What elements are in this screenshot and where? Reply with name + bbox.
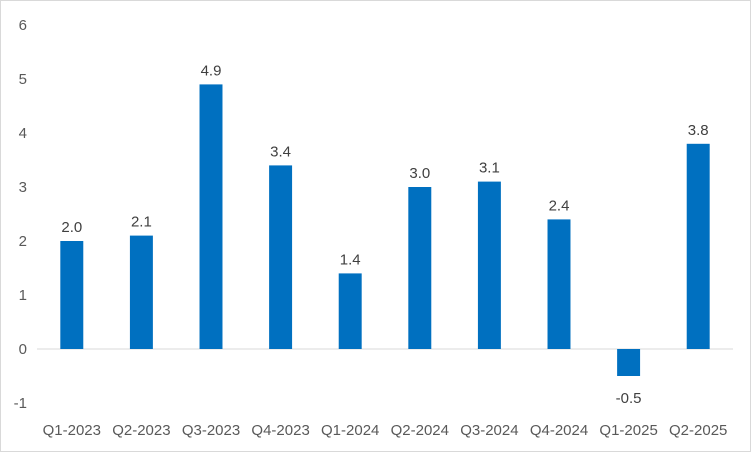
y-tick-label: 1 (19, 287, 27, 304)
bar-q4-2023 (269, 165, 293, 349)
data-labels: 2.0 2.1 4.9 3.4 1.4 3.0 3.1 2.4 -0.5 3.8 (61, 62, 708, 407)
y-tick-label: 0 (19, 341, 27, 358)
bar-q1-2025 (617, 349, 641, 376)
bar-q1-2023 (60, 241, 84, 349)
x-category-label: Q1-2025 (599, 422, 657, 439)
data-label: 2.0 (61, 219, 82, 236)
y-tick-label: 4 (19, 125, 27, 142)
x-category-label: Q4-2024 (530, 422, 588, 439)
data-label: 3.1 (479, 160, 500, 177)
data-label: 3.8 (688, 122, 709, 139)
y-axis-ticks: -1 0 1 2 3 4 5 6 (14, 17, 27, 412)
bar-q4-2024 (547, 219, 571, 349)
y-tick-label: 5 (19, 71, 27, 88)
bars (60, 84, 710, 376)
y-tick-label: -1 (14, 395, 27, 412)
bar-q2-2024 (408, 187, 432, 349)
x-category-label: Q2-2023 (112, 422, 170, 439)
data-label: 1.4 (340, 251, 361, 268)
y-tick-label: 3 (19, 179, 27, 196)
x-category-label: Q4-2023 (251, 422, 309, 439)
x-axis-labels: Q1-2023 Q2-2023 Q3-2023 Q4-2023 Q1-2024 Q2-20… (43, 422, 728, 439)
y-tick-label: 2 (19, 233, 27, 250)
bar-q2-2025 (686, 143, 710, 349)
bar-q3-2023 (199, 84, 223, 350)
data-label: 3.0 (409, 165, 430, 182)
data-label: 2.1 (131, 214, 152, 231)
x-category-label: Q2-2025 (669, 422, 727, 439)
data-label: -0.5 (616, 390, 642, 407)
data-label: 2.4 (549, 197, 570, 214)
bar-q3-2024 (477, 181, 501, 349)
x-category-label: Q2-2024 (391, 422, 449, 439)
x-category-label: Q3-2023 (182, 422, 240, 439)
data-label: 3.4 (270, 143, 291, 160)
x-category-label: Q3-2024 (460, 422, 518, 439)
y-tick-label: 6 (19, 17, 27, 34)
bar-q1-2024 (338, 273, 362, 349)
bar-q2-2023 (129, 235, 153, 349)
data-label: 4.9 (201, 62, 222, 79)
x-category-label: Q1-2024 (321, 422, 379, 439)
x-category-label: Q1-2023 (43, 422, 101, 439)
